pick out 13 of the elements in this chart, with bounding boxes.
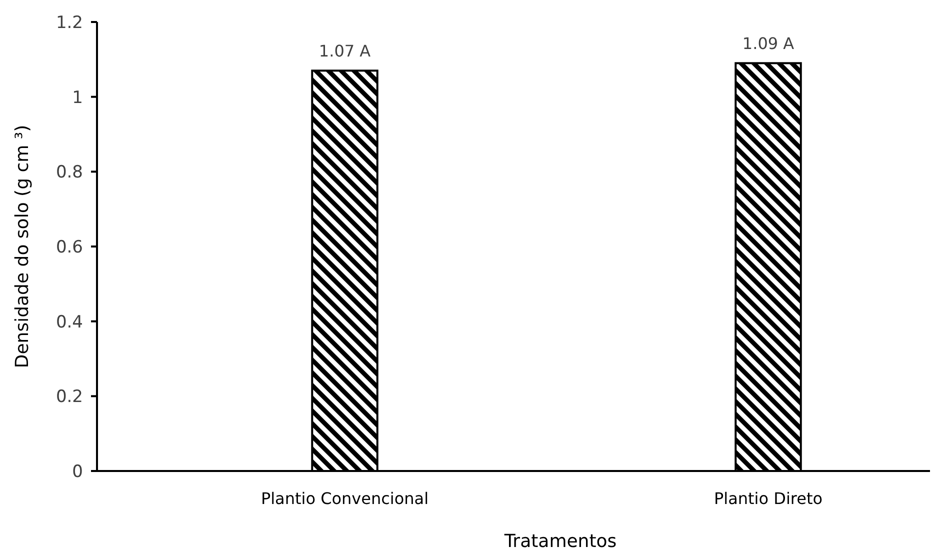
y-tick-label: 1 [72, 88, 83, 108]
y-tick-label: 0.4 [56, 312, 83, 332]
x-tick-label: Plantio Direto [714, 489, 823, 508]
x-axis-title: Tratamentos [503, 531, 617, 552]
y-tick-label: 1.2 [56, 12, 83, 33]
data-label: 1.09 A [742, 34, 794, 54]
x-tick-label: Plantio Convencional [260, 489, 429, 508]
y-tick-label: 0.2 [56, 387, 83, 408]
y-tick-label: 0.8 [56, 162, 83, 183]
y-tick-label: 0.6 [56, 237, 83, 258]
y-tick-label: 0 [72, 462, 83, 482]
data-label: 1.07 A [318, 42, 371, 61]
y-axis-title: Densidade do solo (g cm ³) [12, 124, 33, 368]
